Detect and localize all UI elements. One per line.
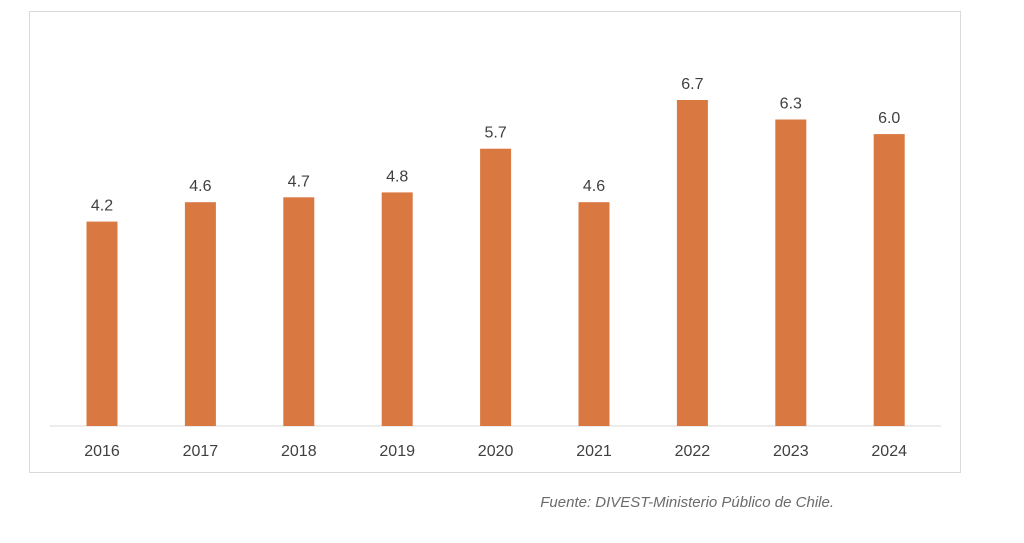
x-tick-label-2016: 2016 — [84, 443, 120, 460]
value-label-2022: 6.7 — [681, 76, 703, 93]
value-label-2021: 4.6 — [583, 178, 605, 195]
tick-labels-group: 2016 2017 2018 2019 2020 2021 2022 2023 2024 — [84, 443, 907, 460]
value-label-2016: 4.2 — [91, 198, 113, 215]
bar-2022 — [676, 100, 708, 426]
x-tick-label-2017: 2017 — [183, 443, 219, 460]
bar-2019 — [381, 192, 413, 426]
chart-container: 4.2 4.6 4.7 4.8 5.7 4.6 6.7 6.3 6.0 2016 2017 2018… — [29, 11, 961, 473]
value-label-2017: 4.6 — [189, 178, 211, 195]
value-label-2018: 4.7 — [288, 173, 310, 190]
x-tick-label-2019: 2019 — [379, 443, 415, 460]
x-tick-label-2020: 2020 — [478, 443, 514, 460]
value-label-2024: 6.0 — [878, 110, 900, 127]
bar-2018 — [283, 197, 315, 426]
x-tick-label-2022: 2022 — [675, 443, 711, 460]
bar-2021 — [578, 202, 610, 426]
value-label-2020: 5.7 — [484, 125, 506, 142]
x-tick-label-2021: 2021 — [576, 443, 612, 460]
value-label-2023: 6.3 — [780, 96, 802, 113]
bar-2023 — [775, 119, 807, 426]
x-tick-label-2024: 2024 — [871, 443, 907, 460]
bar-chart: 4.2 4.6 4.7 4.8 5.7 4.6 6.7 6.3 6.0 2016 2017 2018… — [50, 76, 941, 460]
value-label-2019: 4.8 — [386, 168, 408, 185]
x-tick-label-2018: 2018 — [281, 443, 317, 460]
source-note: Fuente: DIVEST-Ministerio Público de Chi… — [540, 494, 834, 511]
bar-2024 — [873, 134, 905, 426]
bar-2020 — [480, 148, 512, 426]
x-tick-label-2023: 2023 — [773, 443, 809, 460]
bar-2016 — [86, 221, 118, 426]
bar-2017 — [184, 202, 216, 426]
value-labels-group: 4.2 4.6 4.7 4.8 5.7 4.6 6.7 6.3 6.0 — [91, 76, 901, 215]
bars-group — [86, 100, 905, 426]
